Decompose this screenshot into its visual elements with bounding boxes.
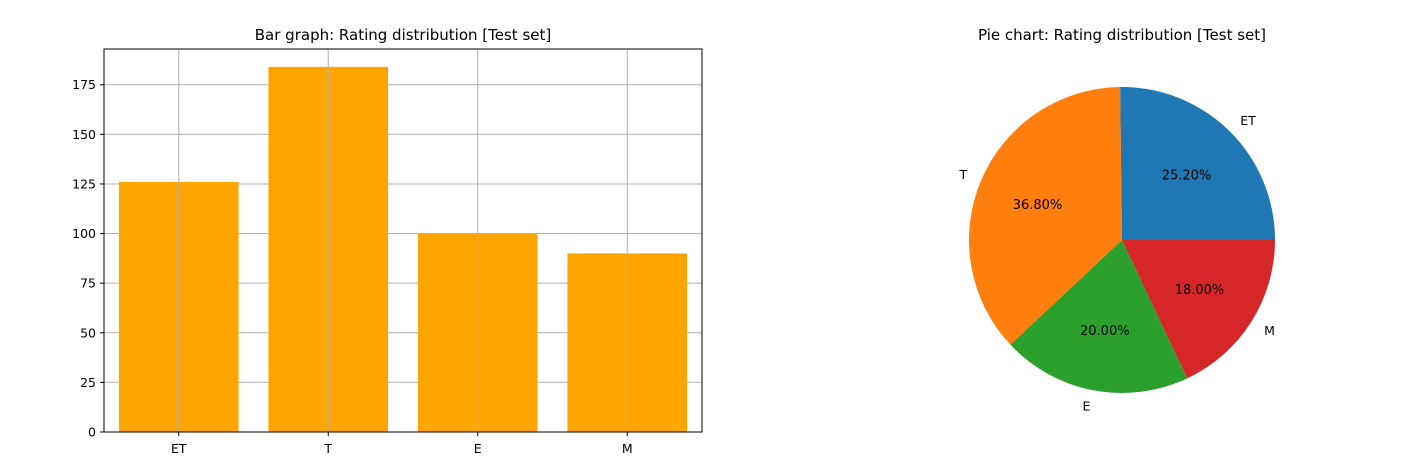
bar-chart-axes: 0 25 50 75 100 125 150 175 ET T E M [72, 48, 703, 456]
y-tick-label: 175 [72, 77, 96, 92]
pie-slice-m [1122, 240, 1275, 379]
pie-label: M [1264, 323, 1275, 338]
pie-slice-e [1010, 240, 1188, 394]
y-tick-label: 25 [80, 375, 96, 390]
bar-chart-title: Bar graph: Rating distribution [Test set… [255, 26, 551, 44]
pie-percent-label: 36.80% [1013, 198, 1063, 213]
pie-percent-label: 25.20% [1162, 169, 1212, 184]
y-tick-label: 75 [80, 276, 96, 291]
pie-slice-et [1120, 86, 1275, 240]
bar-chart: Bar graph: Rating distribution [Test set… [72, 26, 703, 456]
pie-chart-title: Pie chart: Rating distribution [Test set… [978, 26, 1266, 44]
pie-label: ET [1240, 113, 1256, 128]
pie-percent-label: 20.00% [1080, 324, 1130, 339]
pie-chart-slices [969, 86, 1275, 394]
y-tick-label: 100 [72, 226, 96, 241]
pie-percent-label: 18.00% [1175, 283, 1225, 298]
y-tick-label: 50 [80, 325, 96, 340]
y-tick-label: 150 [72, 127, 96, 142]
bar-chart-bars [118, 49, 688, 432]
pie-chart: Pie chart: Rating distribution [Test set… [958, 26, 1275, 413]
x-tick-label: ET [171, 441, 187, 456]
pie-slice-t [969, 87, 1122, 345]
x-tick-label: E [474, 441, 482, 456]
pie-chart-labels: ET 25.20% T 36.80% E 20.00% M 18.00% [958, 113, 1274, 413]
y-tick-label: 125 [72, 176, 96, 191]
x-tick-label: T [323, 441, 332, 456]
y-tick-label: 0 [88, 425, 96, 440]
pie-label: T [958, 167, 967, 182]
x-tick-label: M [622, 441, 633, 456]
bar-plot-frame [103, 48, 703, 433]
pie-label: E [1083, 398, 1091, 413]
